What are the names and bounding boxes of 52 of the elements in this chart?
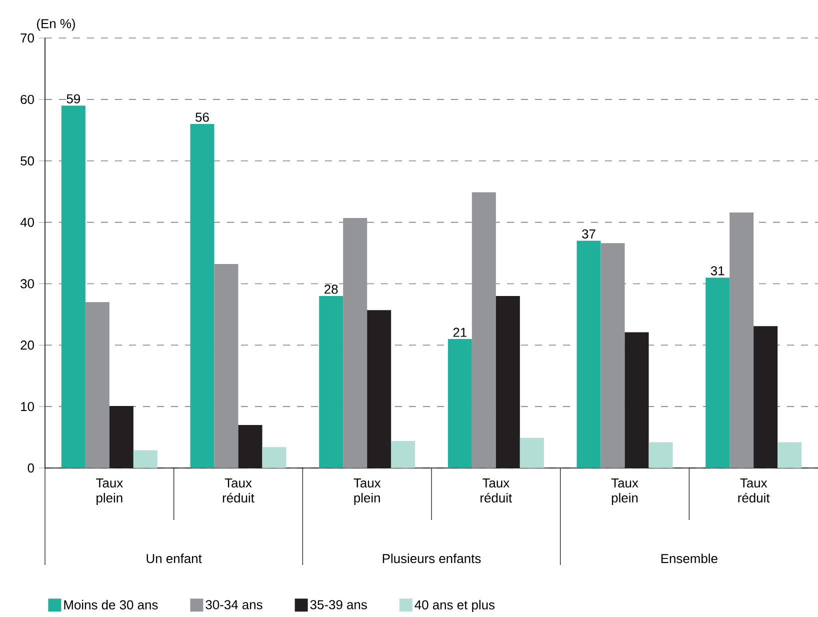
bar [472,192,496,468]
bar [133,450,158,468]
text: Ensemble [661,554,718,564]
x-tick-label: Taux plein [96,478,123,506]
bar [754,326,778,468]
legend-label: Moins de 30 ans [64,600,158,610]
bar [319,296,344,468]
y-tick-label: 50 [20,156,34,166]
y-tick-label: 30 [20,279,34,288]
legend-label: 40 ans et plus [414,600,495,612]
bar [343,218,368,468]
y-tick-label: 20 [20,340,34,350]
text: Un enfant [146,554,202,564]
bar [448,339,472,468]
data-label: 28 [324,284,338,294]
bar [262,447,286,468]
bar [190,124,214,468]
x-tick-label: Taux réduit [222,478,254,502]
y-tick-label: 0 [28,463,34,473]
bar [496,296,520,468]
x-tick-label: Taux plein [611,478,638,506]
bar [391,440,416,468]
data-label: 37 [582,229,596,239]
data-label: 56 [196,112,209,122]
bar [214,264,238,468]
bar [367,310,392,468]
y-tick-label: 10 [21,402,34,412]
bar [730,212,754,468]
bar [600,243,625,468]
bar [85,302,110,468]
y-tick-label: 60 [20,94,34,104]
x-tick-label: Taux réduit [480,478,512,502]
bar [61,106,86,468]
legend-label: 35-39 ans [310,600,367,610]
x-tick-label: Taux plein [354,478,381,506]
bar [648,442,673,468]
y-axis-title: (En %) [36,18,75,31]
data-label: 31 [710,266,724,276]
y-tick-label: 70 [20,33,34,43]
legend-label: 30-34 ans [206,600,262,610]
bar [238,425,262,468]
data-label: 59 [66,94,80,104]
text: Plusieurs enfants [382,554,481,564]
bar [778,442,802,468]
bar [624,332,649,468]
x-tick-label: Taux réduit [738,478,770,502]
data-label: 21 [453,328,466,337]
bar [706,278,730,468]
bar [109,406,134,468]
y-tick-label: 40 [20,218,34,227]
bar [520,438,544,468]
bar [576,240,601,468]
